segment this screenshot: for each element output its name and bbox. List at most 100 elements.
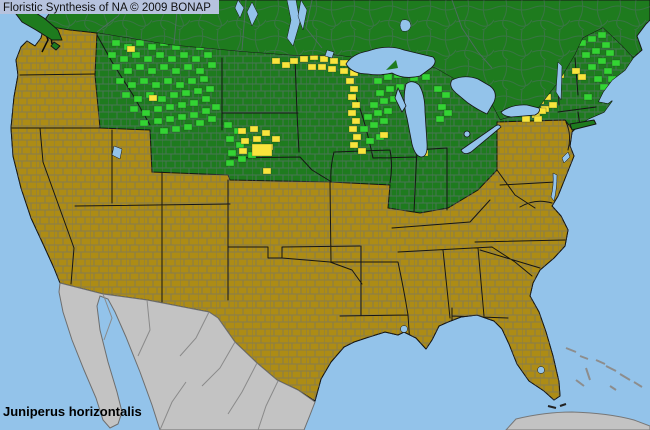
county-cell-rare xyxy=(351,117,361,125)
county-cell-present xyxy=(147,67,157,75)
county-cell-rare xyxy=(299,55,309,63)
county-cell-present xyxy=(601,41,611,49)
county-cell-rare xyxy=(347,93,357,101)
county-cell-present xyxy=(211,103,221,111)
county-cell-rare xyxy=(307,63,317,71)
county-cell-present xyxy=(201,107,211,115)
county-cell-rare xyxy=(271,57,281,65)
county-cell-present xyxy=(369,121,379,129)
lake-michigan xyxy=(403,81,428,158)
county-cell-present xyxy=(383,107,393,115)
county-cell-present xyxy=(111,63,121,71)
county-cell-present xyxy=(191,55,201,63)
county-cell-present xyxy=(379,117,389,125)
county-cell-present xyxy=(227,149,237,157)
county-cell-present xyxy=(365,137,375,145)
lake-ontario xyxy=(500,104,540,118)
species-name-label: Juniperus horizontalis xyxy=(3,404,142,419)
county-cell-present xyxy=(189,111,199,119)
county-cell-rare xyxy=(289,57,299,65)
lake-erie xyxy=(460,124,502,154)
county-cell-rare xyxy=(317,63,327,71)
county-cell-present xyxy=(177,101,187,109)
province-borders xyxy=(96,0,493,69)
county-cell-present xyxy=(441,91,451,99)
county-cell-present xyxy=(597,57,607,65)
county-cell-present xyxy=(147,43,157,51)
county-cell-present xyxy=(139,77,149,85)
county-cell-rare xyxy=(548,101,558,109)
county-cell-rare xyxy=(126,45,136,53)
lake-okeechobee xyxy=(537,366,545,374)
lake-champlain xyxy=(555,61,563,101)
county-cell-present xyxy=(373,109,383,117)
county-cell-present xyxy=(373,77,383,85)
lake-superior xyxy=(345,46,436,78)
county-cell-present xyxy=(143,55,153,63)
county-cell-present xyxy=(603,67,613,75)
county-cell-present xyxy=(123,67,133,75)
lake-winnipeg xyxy=(286,0,301,47)
county-cell-present xyxy=(583,93,593,101)
county-cell-present xyxy=(421,73,431,81)
chesapeake-bay xyxy=(550,172,558,202)
county-cell-present xyxy=(111,39,121,47)
bahamas-islands xyxy=(565,347,643,391)
county-cell-rare xyxy=(349,141,359,149)
county-cell-present xyxy=(195,119,205,127)
county-cell-present xyxy=(135,63,145,71)
county-cell-present xyxy=(435,115,445,123)
county-cell-present xyxy=(141,109,151,117)
keweenaw-peninsula xyxy=(386,60,398,70)
county-cell-present xyxy=(581,51,591,59)
county-cell-present xyxy=(153,105,163,113)
green-bay xyxy=(394,86,407,113)
lake-manitoba xyxy=(297,0,308,31)
county-cell-present xyxy=(131,51,141,59)
state-borders xyxy=(11,34,597,346)
county-cell-rare xyxy=(329,57,339,65)
county-cell-present xyxy=(179,51,189,59)
county-cell-present xyxy=(587,35,597,43)
county-cell-present xyxy=(205,85,215,93)
county-cell-present xyxy=(171,125,181,133)
county-cell-rare xyxy=(348,125,358,133)
county-cell-present xyxy=(237,155,247,163)
county-cell-present xyxy=(225,135,235,143)
county-cell-present xyxy=(597,31,607,39)
lake-pontchartrain xyxy=(400,325,408,333)
county-cell-present xyxy=(591,47,601,55)
county-cell-rare xyxy=(357,147,367,155)
county-cell-present xyxy=(155,51,165,59)
county-cell-rare xyxy=(240,137,250,145)
florida-keys xyxy=(547,403,567,409)
county-cell-present xyxy=(611,59,621,67)
county-cell-present xyxy=(193,87,203,95)
county-cell-rare xyxy=(148,94,158,102)
county-cell-present xyxy=(163,77,173,85)
county-cell-present xyxy=(167,55,177,63)
county-cell-present xyxy=(383,73,393,81)
county-cell-present xyxy=(127,81,137,89)
county-cell-present xyxy=(223,121,233,129)
county-cell-present xyxy=(201,95,211,103)
county-cell-present xyxy=(165,115,175,123)
long-island xyxy=(569,119,597,131)
county-cell-present xyxy=(183,63,193,71)
county-cell-rare xyxy=(262,167,272,175)
county-cell-present xyxy=(203,51,213,59)
county-cell-present xyxy=(187,77,197,85)
county-cell-rare xyxy=(319,55,329,63)
county-cell-rare xyxy=(339,67,349,75)
county-cell-present xyxy=(363,113,373,121)
county-cell-present xyxy=(207,115,217,123)
county-cell-present xyxy=(437,103,447,111)
county-cell-rare xyxy=(345,77,355,85)
map-title-text: Floristic Synthesis of NA © 2009 BONAP xyxy=(3,2,211,14)
lake-huron xyxy=(450,76,496,115)
county-cell-present xyxy=(157,95,167,103)
county-cell-present xyxy=(139,119,149,127)
county-cell-present xyxy=(129,105,139,113)
county-cell-rare xyxy=(281,61,291,69)
